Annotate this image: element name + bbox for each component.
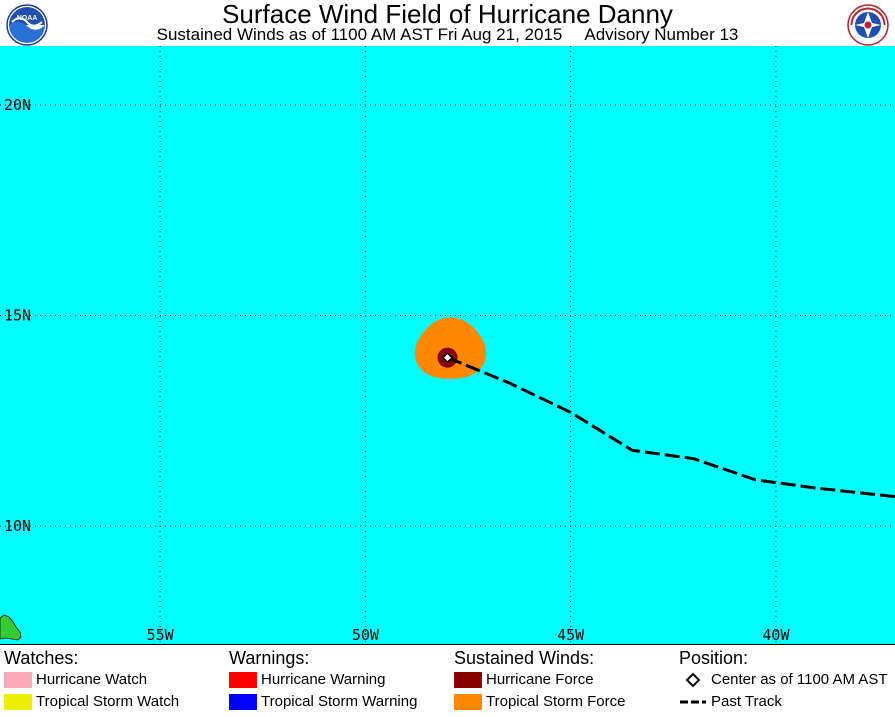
legend-position: Position: Center as of 1100 AM AST Past … xyxy=(679,647,748,713)
dashed-line-icon xyxy=(679,691,707,713)
noaa-logo-text: NOAA xyxy=(17,15,38,22)
legend-warnings-heading: Warnings: xyxy=(229,647,309,669)
wind-field-map: 55W 50W 45W 40W 20N 15N 10N xyxy=(0,46,895,644)
legend-label: Center as of 1100 AM AST xyxy=(711,669,887,691)
legend-item-tropical-storm-watch: Tropical Storm Watch xyxy=(4,691,78,713)
legend-sustained-winds: Sustained Winds: Hurricane Force Tropica… xyxy=(454,647,594,713)
latitude-label: 15N xyxy=(4,307,31,325)
legend-label: Hurricane Watch xyxy=(36,669,147,691)
legend-label: Hurricane Force xyxy=(486,669,594,691)
subtitle-advisory: Advisory Number 13 xyxy=(584,25,738,44)
legend-watches-heading: Watches: xyxy=(4,647,78,669)
legend-item-past-track: Past Track xyxy=(679,691,748,713)
subtitle-winds-time: Sustained Winds as of 1100 AM AST Fri Au… xyxy=(157,25,563,44)
hurricane-watch-swatch xyxy=(4,672,32,688)
legend-watches: Watches: Hurricane Watch Tropical Storm … xyxy=(4,647,78,713)
legend-item-hurricane-warning: Hurricane Warning xyxy=(229,669,309,691)
tropical-storm-force-swatch xyxy=(454,694,482,710)
noaa-logo: NOAA xyxy=(6,4,48,46)
legend-item-center: Center as of 1100 AM AST xyxy=(679,669,748,691)
legend-label: Tropical Storm Watch xyxy=(36,691,179,713)
latitude-label: 10N xyxy=(4,517,31,535)
legend-item-hurricane-watch: Hurricane Watch xyxy=(4,669,78,691)
legend-item-hurricane-force: Hurricane Force xyxy=(454,669,594,691)
center-diamond-icon xyxy=(679,669,707,691)
map-header: Surface Wind Field of Hurricane Danny Su… xyxy=(0,0,895,46)
legend-item-tropical-storm-warning: Tropical Storm Warning xyxy=(229,691,309,713)
legend-item-tropical-storm-force: Tropical Storm Force xyxy=(454,691,594,713)
longitude-label: 55W xyxy=(147,626,175,644)
map-legend: Watches: Hurricane Watch Tropical Storm … xyxy=(0,644,895,717)
tropical-storm-warning-swatch xyxy=(229,694,257,710)
latitude-label: 20N xyxy=(4,96,31,114)
longitude-label: 50W xyxy=(352,626,380,644)
longitude-label: 40W xyxy=(762,626,790,644)
legend-label: Tropical Storm Force xyxy=(486,691,625,713)
hurricane-force-swatch xyxy=(454,672,482,688)
legend-label: Hurricane Warning xyxy=(261,669,386,691)
legend-winds-heading: Sustained Winds: xyxy=(454,647,594,669)
legend-position-heading: Position: xyxy=(679,647,748,669)
hurricane-warning-swatch xyxy=(229,672,257,688)
legend-label: Tropical Storm Warning xyxy=(261,691,417,713)
map-subtitle: Sustained Winds as of 1100 AM AST Fri Au… xyxy=(0,25,895,45)
longitude-label: 45W xyxy=(557,626,585,644)
legend-label: Past Track xyxy=(711,691,782,713)
legend-warnings: Warnings: Hurricane Warning Tropical Sto… xyxy=(229,647,309,713)
nws-logo xyxy=(847,4,889,46)
tropical-storm-watch-swatch xyxy=(4,694,32,710)
